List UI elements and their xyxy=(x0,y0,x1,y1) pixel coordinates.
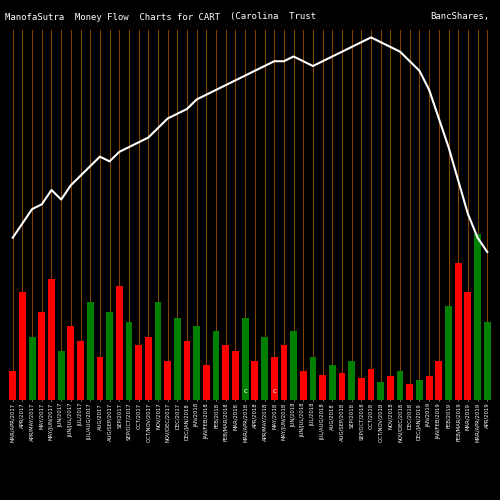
Bar xyxy=(38,312,45,400)
Bar xyxy=(48,278,55,400)
Bar xyxy=(378,382,384,400)
Text: c: c xyxy=(272,388,276,394)
Bar xyxy=(126,322,132,400)
Bar xyxy=(319,374,326,400)
Bar xyxy=(116,286,122,400)
Bar xyxy=(96,357,103,400)
Bar xyxy=(242,318,248,400)
Bar xyxy=(77,341,84,400)
Bar xyxy=(348,361,355,400)
Text: ManofaSutra  Money Flow  Charts for CART: ManofaSutra Money Flow Charts for CART xyxy=(5,12,220,22)
Bar xyxy=(358,378,365,400)
Bar xyxy=(261,338,268,400)
Bar xyxy=(184,341,190,400)
Bar xyxy=(203,364,210,400)
Bar xyxy=(28,338,35,400)
Bar xyxy=(10,370,16,400)
Bar xyxy=(252,361,258,400)
Bar xyxy=(212,332,220,400)
Bar xyxy=(194,326,200,400)
Bar xyxy=(87,302,94,400)
Bar xyxy=(474,234,481,400)
Bar xyxy=(338,372,345,400)
Bar xyxy=(455,263,462,400)
Bar xyxy=(406,384,413,400)
Bar xyxy=(426,376,432,400)
Bar xyxy=(68,326,74,400)
Text: (Carolina  Trust: (Carolina Trust xyxy=(230,12,316,22)
Text: BancShares,: BancShares, xyxy=(430,12,489,22)
Bar xyxy=(416,380,423,400)
Bar xyxy=(222,345,229,400)
Bar xyxy=(164,361,171,400)
Bar xyxy=(154,302,162,400)
Bar xyxy=(280,345,287,400)
Bar xyxy=(135,345,142,400)
Bar xyxy=(387,376,394,400)
Bar xyxy=(300,370,306,400)
Bar xyxy=(232,351,239,400)
Bar xyxy=(445,306,452,400)
Bar xyxy=(396,370,404,400)
Bar xyxy=(436,361,442,400)
Bar xyxy=(174,318,181,400)
Text: c: c xyxy=(243,388,247,394)
Bar xyxy=(329,364,336,400)
Bar xyxy=(106,312,113,400)
Bar xyxy=(368,368,374,400)
Bar xyxy=(290,332,297,400)
Bar xyxy=(58,351,64,400)
Bar xyxy=(484,322,490,400)
Bar xyxy=(145,338,152,400)
Bar xyxy=(271,357,278,400)
Bar xyxy=(464,292,471,400)
Bar xyxy=(310,357,316,400)
Bar xyxy=(19,292,26,400)
